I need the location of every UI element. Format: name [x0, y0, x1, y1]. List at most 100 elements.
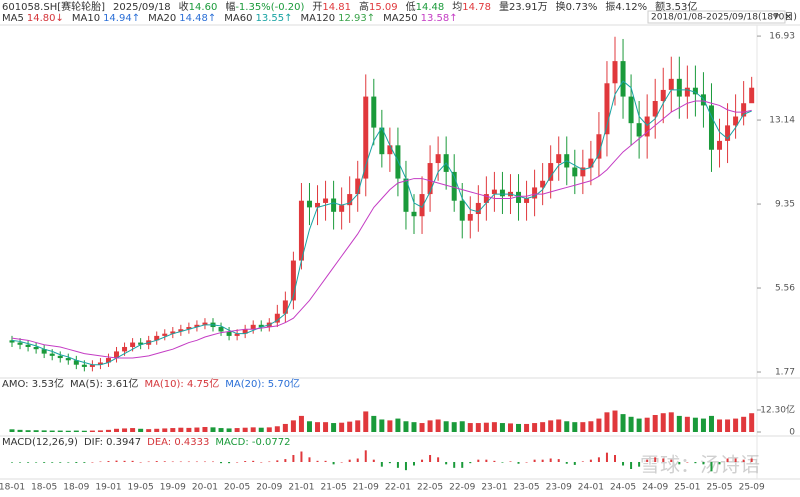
volume-bar [33, 430, 39, 432]
quote-label: 低 [406, 0, 416, 13]
quote-value: 3.53亿 [665, 0, 697, 13]
y-tick-label: 0 [789, 428, 795, 438]
volume-bar [749, 413, 755, 432]
ma-label: MA250 [383, 13, 418, 24]
candle-body [499, 189, 505, 197]
candle-body [97, 362, 103, 365]
volume-bar [395, 418, 401, 432]
legend-item: AMO: 3.53亿 [2, 377, 64, 390]
candle-body [636, 123, 642, 137]
candle-body [65, 358, 71, 361]
volume-bar [580, 422, 586, 432]
candle-body [234, 333, 240, 336]
macd-bar [220, 462, 223, 464]
x-tick-label: 20-09 [256, 483, 282, 493]
candle-body [733, 116, 739, 126]
volume-bar [202, 426, 208, 432]
macd-bar [276, 460, 279, 462]
volume-bar [443, 421, 449, 432]
y-tick-label: 5.56 [775, 284, 795, 294]
candle-body [725, 125, 731, 141]
volume-bar [733, 418, 739, 432]
macd-bar [372, 459, 375, 462]
x-tick-label: 22-01 [385, 483, 411, 493]
candle-body [218, 327, 224, 332]
close-icon[interactable]: ✕ [784, 13, 792, 23]
x-tick-label: 18-09 [63, 483, 89, 493]
header-line: 601058.SH[赛轮轮胎] 2025/09/18 收14.60 幅-1.35%(-… [2, 0, 697, 13]
candle-body [580, 167, 586, 177]
macd-bar [155, 461, 158, 462]
volume-bar [250, 427, 256, 432]
candle-body [540, 180, 546, 188]
candle-body [162, 333, 168, 336]
y-tick-label: 1.77 [775, 368, 795, 378]
volume-bar [596, 418, 602, 432]
candle-body [105, 358, 111, 363]
macd-bar [51, 462, 54, 463]
macd-bar [308, 457, 311, 462]
x-tick-label: 19-05 [128, 483, 154, 493]
volume-bar [741, 416, 747, 432]
x-tick-label: 24-01 [578, 483, 604, 493]
x-tick-label: 24-09 [642, 483, 668, 493]
volume-bar [532, 423, 538, 432]
macd-bar [187, 461, 190, 463]
y-tick-label: 9.35 [775, 200, 795, 210]
candle-body [572, 167, 578, 177]
candle-body [628, 96, 634, 124]
volume-bar [178, 427, 184, 432]
candle-body [516, 191, 522, 203]
macd-bar [605, 452, 608, 462]
legend-item: MACD: -0.0772 [215, 437, 290, 448]
volume-bar [9, 429, 15, 432]
macd-bar [212, 461, 214, 463]
macd-bar [589, 459, 592, 462]
volume-bar [355, 420, 361, 432]
quote-label: 均 [452, 1, 462, 13]
ma-value: 13.58↑ [421, 13, 458, 24]
quote-label: 换 [556, 0, 566, 13]
quote-label: 量 [499, 1, 509, 13]
macd-bar [123, 460, 126, 462]
ma-line [11, 100, 752, 359]
quote-value: 15.09 [369, 2, 398, 13]
macd-bar [324, 460, 327, 462]
macd-bar [678, 462, 681, 465]
volume-bar [588, 421, 594, 432]
quote-label: 收 [179, 0, 189, 13]
macd-bar [163, 461, 166, 462]
candle-body [371, 96, 377, 128]
macd-bar [179, 461, 182, 463]
candle-body [202, 322, 208, 325]
candle-body [81, 364, 87, 367]
macd-bar [292, 455, 295, 462]
macd-bar [99, 461, 102, 463]
volume-bar [258, 427, 264, 432]
volume-bar [130, 428, 136, 432]
macd-bar [147, 461, 150, 463]
macd-bar [549, 458, 552, 462]
candle-body [556, 154, 562, 164]
macd-bar [316, 460, 319, 462]
x-tick-label: 23-09 [546, 483, 572, 493]
x-tick-label: 19-01 [95, 483, 121, 493]
volume-bar [419, 423, 425, 432]
volume-bar [676, 415, 682, 432]
candle-body [387, 145, 393, 155]
candle-body [355, 178, 361, 195]
macd-bar [27, 462, 30, 463]
volume-bar [620, 414, 626, 432]
date-range: 2018/01/08-2025/09/18(1870日) [651, 12, 797, 23]
macd-bar [340, 462, 343, 463]
macd-bar [694, 462, 697, 464]
candle-body [306, 200, 312, 208]
macd-bar [35, 462, 38, 463]
ma-label: MA10 [72, 13, 100, 24]
macd-bar [638, 462, 641, 467]
volume-bar [499, 423, 505, 432]
macd-bar [597, 457, 600, 462]
volume-bar [540, 422, 546, 432]
dropdown-icon[interactable] [772, 14, 780, 19]
volume-bar [692, 417, 698, 432]
